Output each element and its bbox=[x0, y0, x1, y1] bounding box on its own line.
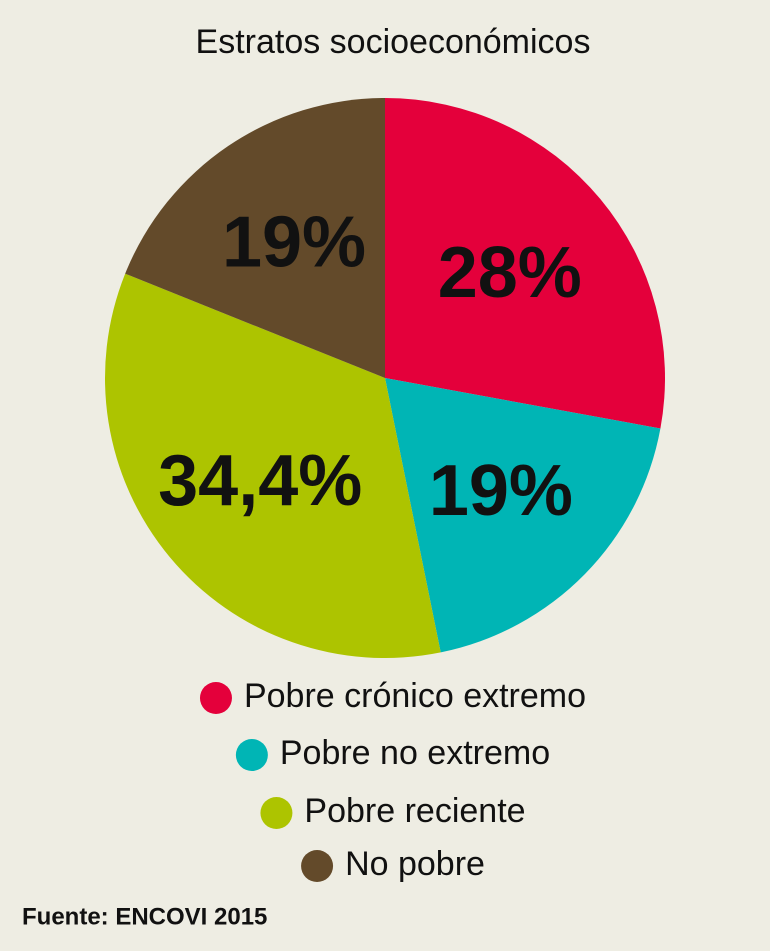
chart-title: Estratos socioeconómicos bbox=[196, 23, 591, 61]
source-note: Fuente: ENCOVI 2015 bbox=[22, 903, 267, 930]
slice-label: 19% bbox=[222, 202, 366, 282]
pie-slice bbox=[385, 378, 661, 653]
slice-label: 34,4% bbox=[158, 441, 362, 521]
legend-swatch bbox=[235, 739, 268, 771]
slice-label: 19% bbox=[429, 451, 573, 531]
legend-swatch bbox=[199, 682, 232, 714]
pie-slice bbox=[104, 273, 441, 659]
legend-item: No pobre bbox=[301, 845, 485, 883]
legend-item: Pobre no extremo bbox=[235, 734, 550, 772]
legend-label: Pobre reciente bbox=[304, 792, 525, 830]
legend-swatch bbox=[260, 797, 293, 829]
legend-item: Pobre crónico extremo bbox=[199, 677, 586, 715]
slice-label: 28% bbox=[438, 233, 582, 313]
legend-item: Pobre reciente bbox=[260, 792, 526, 830]
pie-slice bbox=[125, 97, 386, 378]
legend-label: No pobre bbox=[345, 845, 485, 883]
legend-label: Pobre no extremo bbox=[280, 734, 550, 772]
legend-swatch bbox=[301, 850, 334, 882]
legend-label: Pobre crónico extremo bbox=[244, 677, 586, 715]
pie-slice bbox=[385, 98, 666, 429]
